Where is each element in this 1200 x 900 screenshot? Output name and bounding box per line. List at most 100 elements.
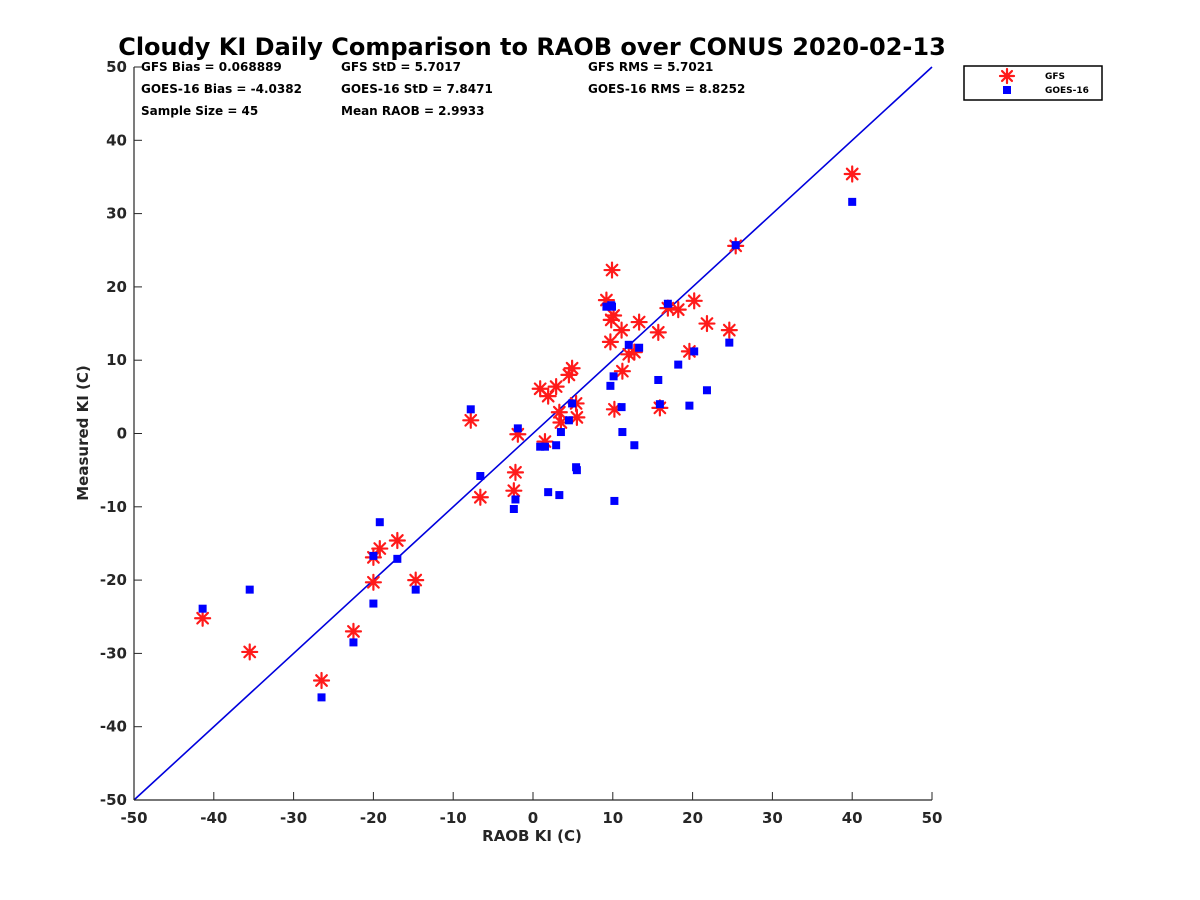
goes-16-point bbox=[635, 343, 644, 352]
gfs-point bbox=[344, 622, 363, 641]
gfs-point bbox=[604, 306, 623, 325]
goes-16-point bbox=[848, 197, 857, 206]
stat-text: GFS StD = 5.7017 bbox=[341, 60, 461, 74]
goes-16-point bbox=[556, 428, 565, 437]
goes-16-point bbox=[617, 403, 626, 412]
goes-16-point bbox=[630, 441, 639, 450]
goes-16-point bbox=[349, 638, 358, 647]
one-to-one-reference-line bbox=[133, 66, 933, 801]
gfs-point bbox=[563, 359, 581, 377]
legend-goes-16-label: GOES-16 bbox=[1045, 86, 1089, 96]
goes-16-point bbox=[618, 428, 627, 437]
gfs-point bbox=[620, 345, 638, 363]
y-tick-label: 0 bbox=[117, 425, 127, 443]
gfs-point bbox=[630, 313, 648, 331]
x-axis-label: RAOB KI (C) bbox=[482, 827, 582, 845]
goes-16-point bbox=[369, 599, 378, 608]
y-axis-label: Measured KI (C) bbox=[74, 365, 92, 501]
gfs-point bbox=[550, 403, 568, 421]
goes-16-point bbox=[564, 416, 573, 425]
gfs-point bbox=[843, 165, 861, 183]
y-tick-label: -50 bbox=[100, 791, 127, 809]
goes-16-point bbox=[568, 399, 577, 408]
gfs-point bbox=[509, 425, 527, 443]
y-tick-label: 20 bbox=[106, 278, 127, 296]
stat-text: GFS RMS = 5.7021 bbox=[588, 60, 713, 74]
goes-16-point bbox=[509, 504, 518, 513]
gfs-point bbox=[194, 609, 212, 627]
gfs-point bbox=[685, 292, 703, 310]
gfs-point bbox=[407, 571, 425, 589]
x-tick-label: 10 bbox=[602, 809, 623, 827]
gfs-point bbox=[597, 291, 616, 309]
goes-16-point bbox=[555, 491, 564, 500]
legend-goes-16-marker bbox=[1003, 86, 1011, 94]
goes-16-point bbox=[411, 585, 420, 594]
goes-16-point bbox=[511, 495, 520, 504]
gfs-point bbox=[462, 411, 480, 429]
gfs-point bbox=[613, 362, 631, 380]
goes-16-point bbox=[540, 442, 549, 451]
gfs-point bbox=[602, 311, 620, 329]
goes-16-point bbox=[544, 488, 553, 497]
gfs-point bbox=[536, 432, 554, 451]
gfs-point bbox=[605, 400, 623, 418]
gfs-point bbox=[603, 261, 621, 279]
goes-16-series bbox=[198, 197, 857, 702]
x-tick-label: 20 bbox=[682, 809, 703, 827]
goes-16-point bbox=[624, 340, 633, 349]
x-tick-label: -20 bbox=[360, 809, 387, 827]
goes-16-point bbox=[552, 441, 561, 450]
legend-gfs-marker bbox=[998, 67, 1016, 85]
gfs-point bbox=[531, 380, 549, 398]
statistics-annotations: GFS Bias = 0.068889 GFS StD = 5.7017 GFS R… bbox=[141, 60, 745, 118]
stat-text: GOES-16 Bias = -4.0382 bbox=[141, 82, 302, 96]
y-tick-label: -40 bbox=[100, 718, 127, 736]
x-tick-label: 40 bbox=[842, 809, 863, 827]
gfs-point bbox=[560, 366, 578, 384]
gfs-point bbox=[471, 488, 489, 506]
gfs-point bbox=[364, 573, 382, 591]
y-tick-label: -20 bbox=[100, 571, 127, 589]
gfs-point bbox=[552, 413, 570, 432]
gfs-point bbox=[241, 643, 259, 661]
y-tick-label: -30 bbox=[100, 644, 127, 662]
x-tick-label: -30 bbox=[280, 809, 307, 827]
y-tick-label: 40 bbox=[106, 131, 127, 149]
goes-16-point bbox=[536, 442, 545, 451]
goes-16-point bbox=[602, 302, 611, 311]
y-tick-label: -10 bbox=[100, 498, 127, 516]
goes-16-point bbox=[572, 466, 581, 475]
gfs-point bbox=[505, 482, 523, 500]
goes-16-point bbox=[476, 472, 485, 481]
gfs-point bbox=[625, 343, 643, 361]
gfs-point bbox=[547, 377, 565, 396]
goes-16-point bbox=[198, 604, 207, 613]
x-tick-label: 30 bbox=[762, 809, 783, 827]
legend-box bbox=[963, 65, 1103, 101]
goes-16-point bbox=[685, 401, 694, 410]
y-tick-label: 30 bbox=[106, 205, 127, 223]
goes-16-point bbox=[702, 386, 711, 395]
goes-16-point bbox=[654, 375, 663, 384]
x-tick-label: -50 bbox=[120, 809, 147, 827]
goes-16-point bbox=[369, 551, 378, 560]
legend: GFS GOES-16 bbox=[963, 65, 1103, 101]
x-tick-label: 50 bbox=[922, 809, 943, 827]
gfs-point bbox=[649, 323, 667, 341]
gfs-point bbox=[312, 671, 331, 690]
stat-text: GOES-16 RMS = 8.8252 bbox=[588, 82, 745, 96]
goes-16-point bbox=[513, 424, 522, 433]
goes-16-point bbox=[608, 302, 617, 311]
goes-16-point bbox=[317, 693, 326, 702]
gfs-series bbox=[194, 165, 861, 690]
gfs-point bbox=[388, 531, 406, 550]
gfs-point bbox=[698, 314, 716, 333]
gfs-point bbox=[568, 408, 586, 426]
gfs-point bbox=[601, 333, 620, 351]
gfs-point bbox=[659, 299, 677, 317]
gfs-point bbox=[680, 342, 699, 361]
stat-text: Mean RAOB = 2.9933 bbox=[341, 104, 485, 118]
y-tick-label: 50 bbox=[106, 58, 127, 76]
